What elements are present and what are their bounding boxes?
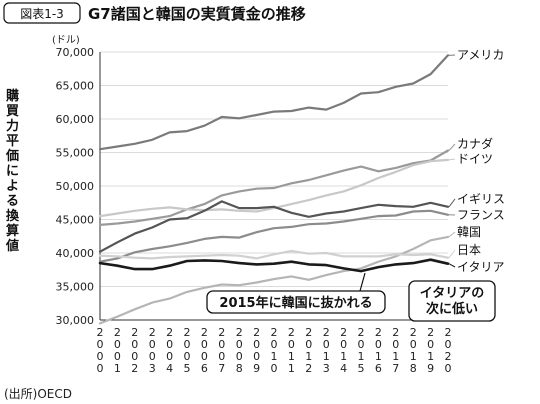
- series-line: [98, 209, 450, 263]
- annotation-pointer: [359, 272, 366, 292]
- source-note: (出所)OECD: [4, 387, 72, 401]
- y-tick-label: 50,000: [56, 180, 95, 193]
- y-tick-label: 30,000: [56, 314, 95, 327]
- y-unit-label: (ドル): [52, 35, 80, 46]
- figure-label-box: [3, 2, 81, 24]
- series-line: [98, 249, 450, 260]
- series-label: 日本: [457, 243, 481, 257]
- y-tick-label: 35,000: [56, 281, 95, 294]
- series-label: カナダ: [457, 136, 493, 151]
- series-line: [98, 200, 450, 253]
- series-line: [98, 54, 450, 151]
- annotation-box: [408, 280, 496, 322]
- series-label: ドイツ: [457, 152, 493, 166]
- y-tick-label: 60,000: [56, 113, 95, 126]
- legend-connector: [448, 198, 456, 208]
- y-tick-label: 65,000: [56, 80, 95, 93]
- annotation-text: イタリアの次に低い: [420, 286, 484, 317]
- series-line: [98, 149, 450, 226]
- series-label: アメリカ: [457, 48, 504, 62]
- annotation-box: [206, 290, 386, 314]
- y-axis-label: 購買力平価による換算値: [5, 88, 20, 254]
- y-tick-label: 40,000: [56, 247, 95, 260]
- legend-connector: [448, 263, 456, 268]
- series-label: イギリス: [457, 192, 505, 206]
- legend-connector: [448, 231, 456, 238]
- series-line: [98, 158, 450, 218]
- y-tick-label: 45,000: [56, 214, 95, 227]
- y-tick-label: 55,000: [56, 147, 95, 160]
- figure-label: 図表1-3: [20, 7, 64, 21]
- annotation-text: 2015年に韓国に抜かれる: [219, 295, 372, 311]
- legend-connector: [448, 158, 456, 161]
- series-label: 韓国: [457, 225, 481, 239]
- series-line: [98, 235, 450, 325]
- series-label: フランス: [457, 208, 505, 222]
- series-line: [98, 258, 450, 273]
- chart-title: G7諸国と韓国の実質賃金の推移: [88, 5, 306, 23]
- series-label: イタリア: [457, 260, 505, 274]
- y-tick-label: 70,000: [56, 46, 95, 59]
- legend-connector: [448, 143, 456, 151]
- legend-connector: [448, 249, 456, 258]
